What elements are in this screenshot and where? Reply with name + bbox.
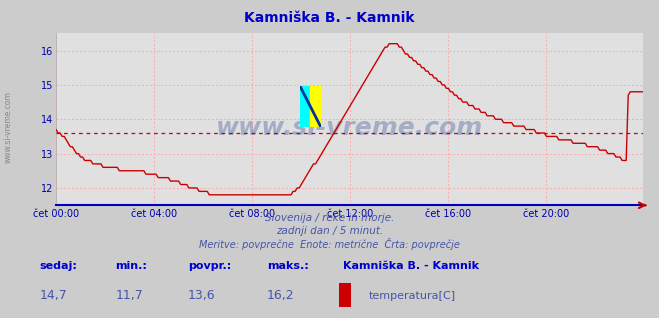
Text: temperatura[C]: temperatura[C] <box>369 291 456 301</box>
Text: 16,2: 16,2 <box>267 289 295 302</box>
Text: Meritve: povprečne  Enote: metrične  Črta: povprečje: Meritve: povprečne Enote: metrične Črta:… <box>199 238 460 251</box>
Text: povpr.:: povpr.: <box>188 261 231 271</box>
Text: sedaj:: sedaj: <box>40 261 77 271</box>
Text: 11,7: 11,7 <box>115 289 143 302</box>
Text: Kamniška B. - Kamnik: Kamniška B. - Kamnik <box>244 11 415 25</box>
Text: 13,6: 13,6 <box>188 289 215 302</box>
Text: min.:: min.: <box>115 261 147 271</box>
Text: zadnji dan / 5 minut.: zadnji dan / 5 minut. <box>276 226 383 236</box>
Text: Slovenija / reke in morje.: Slovenija / reke in morje. <box>265 213 394 223</box>
Text: 14,7: 14,7 <box>40 289 67 302</box>
Text: Kamniška B. - Kamnik: Kamniška B. - Kamnik <box>343 261 478 271</box>
Text: www.si-vreme.com: www.si-vreme.com <box>3 91 13 163</box>
Text: www.si-vreme.com: www.si-vreme.com <box>215 116 483 140</box>
Text: maks.:: maks.: <box>267 261 308 271</box>
Bar <box>310 86 321 127</box>
Bar <box>300 86 310 127</box>
